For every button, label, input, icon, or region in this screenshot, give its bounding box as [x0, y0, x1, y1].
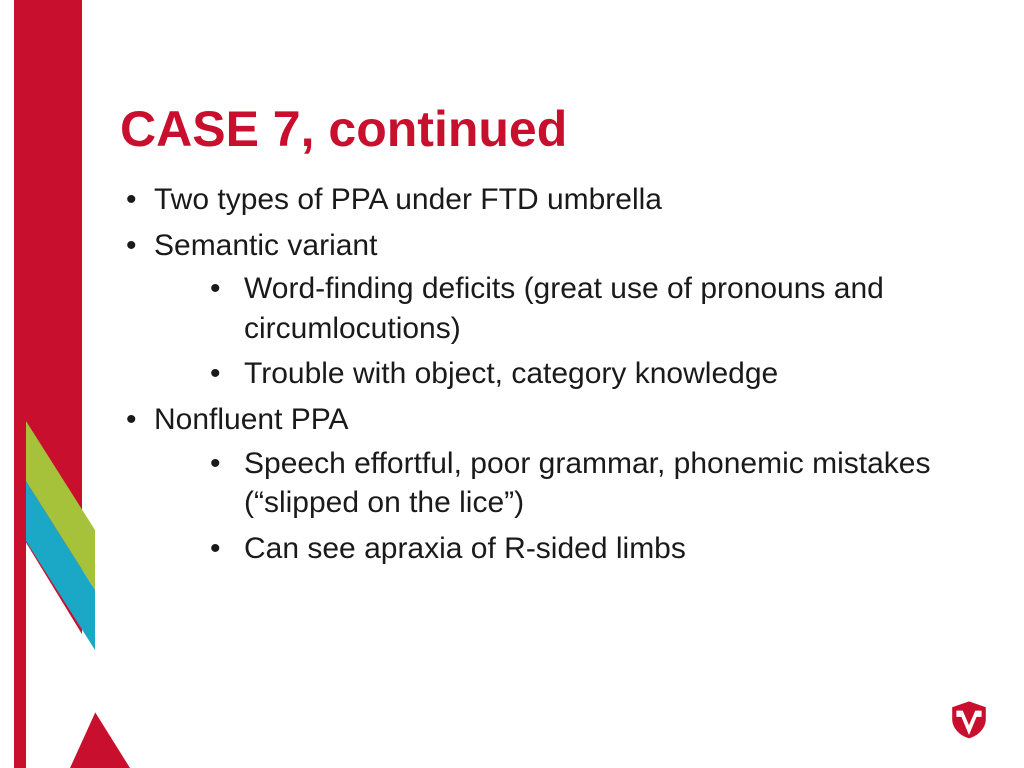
bullet-text: Word-finding deficits (great use of pron… — [244, 272, 884, 345]
slide-title: CASE 7, continued — [120, 100, 964, 158]
sub-bullet-item: Speech effortful, poor grammar, phonemic… — [154, 444, 964, 523]
content-area: CASE 7, continued Two types of PPA under… — [120, 100, 964, 574]
sub-bullet-item: Can see apraxia of R-sided limbs — [154, 529, 964, 569]
bullet-item: Two types of PPA under FTD umbrella — [120, 180, 964, 220]
left-stripes-overlay — [0, 0, 130, 768]
sub-bullet-list: Speech effortful, poor grammar, phonemic… — [154, 444, 964, 569]
slide: CASE 7, continued Two types of PPA under… — [0, 0, 1024, 768]
bullet-item: Nonfluent PPA Speech effortful, poor gra… — [120, 400, 964, 568]
bullet-text: Trouble with object, category knowledge — [244, 357, 778, 390]
sub-bullet-item: Word-finding deficits (great use of pron… — [154, 269, 964, 348]
bullet-text: Can see apraxia of R-sided limbs — [244, 532, 686, 565]
sub-bullet-list: Word-finding deficits (great use of pron… — [154, 269, 964, 394]
shield-logo-icon — [948, 698, 990, 740]
bullet-text: Nonfluent PPA — [154, 403, 349, 436]
bullet-list: Two types of PPA under FTD umbrella Sema… — [120, 180, 964, 568]
bullet-item: Semantic variant Word-finding deficits (… — [120, 226, 964, 394]
bullet-text: Semantic variant — [154, 229, 377, 262]
bullet-text: Speech effortful, poor grammar, phonemic… — [244, 447, 930, 520]
bullet-text: Two types of PPA under FTD umbrella — [154, 183, 662, 216]
sub-bullet-item: Trouble with object, category knowledge — [154, 354, 964, 394]
